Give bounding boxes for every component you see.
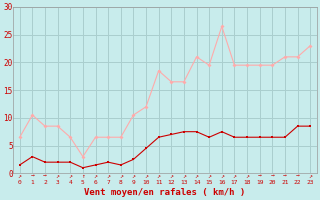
X-axis label: Vent moyen/en rafales ( km/h ): Vent moyen/en rafales ( km/h ) — [84, 188, 245, 197]
